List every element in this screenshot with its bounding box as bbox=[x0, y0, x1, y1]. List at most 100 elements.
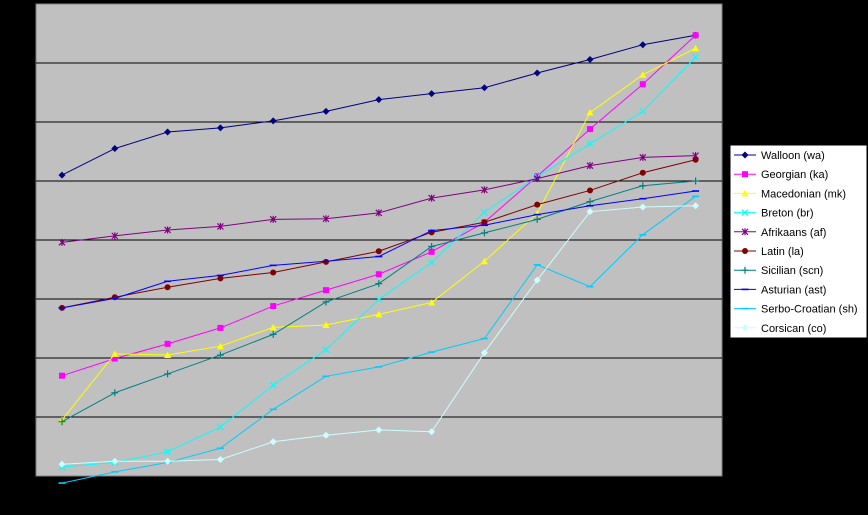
legend-label: Macedonian (mk) bbox=[761, 188, 846, 200]
data-point bbox=[164, 284, 171, 291]
data-point bbox=[269, 381, 277, 389]
data-point bbox=[216, 455, 224, 463]
data-point bbox=[692, 177, 700, 185]
data-point bbox=[111, 145, 119, 153]
data-point bbox=[428, 248, 435, 255]
data-point bbox=[322, 431, 330, 439]
legend-entry: Georgian (ka) bbox=[734, 169, 828, 181]
data-point bbox=[586, 140, 594, 148]
data-point bbox=[481, 219, 488, 226]
data-point bbox=[322, 298, 330, 306]
data-point bbox=[586, 162, 594, 170]
series-7 bbox=[58, 190, 700, 309]
legend-label: Corsican (co) bbox=[761, 323, 826, 335]
data-point bbox=[692, 53, 700, 61]
legend-entry: Afrikaans (af) bbox=[734, 227, 826, 239]
legend-label: Asturian (ast) bbox=[761, 284, 826, 296]
data-point bbox=[375, 296, 383, 304]
data-point bbox=[586, 55, 594, 63]
legend-entry: Macedonian (mk) bbox=[734, 188, 846, 200]
series-9 bbox=[58, 202, 700, 468]
data-point bbox=[322, 215, 330, 223]
legend-entry: Corsican (co) bbox=[734, 323, 826, 335]
data-point bbox=[111, 457, 119, 465]
data-point bbox=[58, 238, 66, 246]
data-point bbox=[269, 323, 277, 331]
data-point bbox=[639, 71, 647, 78]
data-point bbox=[375, 310, 383, 318]
legend-entry: Asturian (ast) bbox=[734, 284, 826, 296]
data-point bbox=[322, 107, 330, 115]
legend-swatch-marker bbox=[741, 189, 749, 197]
data-point bbox=[164, 351, 172, 359]
data-point bbox=[639, 107, 647, 115]
data-point bbox=[322, 346, 330, 354]
legend-label: Walloon (wa) bbox=[761, 150, 825, 162]
data-point bbox=[586, 109, 594, 116]
legend-label: Breton (br) bbox=[761, 208, 814, 220]
data-point bbox=[428, 299, 436, 306]
data-point bbox=[111, 355, 118, 362]
data-point bbox=[428, 242, 436, 250]
data-point bbox=[111, 389, 119, 397]
data-point bbox=[587, 187, 593, 194]
data-point bbox=[692, 156, 699, 163]
legend-entry: Walloon (wa) bbox=[734, 150, 825, 162]
data-point bbox=[586, 208, 594, 216]
data-point bbox=[111, 232, 119, 240]
legend-label: Sicilian (scn) bbox=[761, 265, 823, 277]
data-point bbox=[217, 275, 224, 282]
data-point bbox=[164, 226, 172, 234]
legend-entry: Sicilian (scn) bbox=[734, 265, 823, 277]
data-point bbox=[375, 96, 383, 104]
data-point bbox=[586, 198, 594, 206]
data-point bbox=[428, 90, 436, 98]
data-point bbox=[533, 175, 541, 183]
series-layer bbox=[58, 31, 700, 484]
data-point bbox=[639, 182, 647, 190]
gridlines bbox=[36, 62, 722, 418]
data-point bbox=[480, 186, 488, 194]
data-point bbox=[428, 194, 436, 202]
data-point bbox=[164, 340, 171, 347]
data-point bbox=[587, 126, 593, 133]
data-point bbox=[322, 321, 330, 328]
legend-swatch-marker bbox=[741, 228, 749, 236]
data-point bbox=[533, 69, 541, 77]
legend-entry: Breton (br) bbox=[734, 208, 814, 220]
legend-label: Georgian (ka) bbox=[761, 169, 828, 181]
data-point bbox=[58, 418, 66, 426]
data-point bbox=[639, 153, 647, 161]
data-point bbox=[216, 124, 224, 132]
legend-swatch-marker bbox=[741, 266, 749, 274]
data-point bbox=[533, 215, 541, 223]
legend: Walloon (wa) Georgian (ka) Macedonian (mk)… bbox=[729, 144, 868, 339]
series-0 bbox=[58, 31, 700, 179]
data-point bbox=[164, 128, 172, 136]
data-point bbox=[58, 460, 66, 468]
data-point bbox=[269, 330, 277, 338]
legend-entry: Serbo-Croatian (sh) bbox=[734, 304, 858, 316]
data-point bbox=[533, 276, 541, 284]
data-point bbox=[217, 324, 224, 331]
data-point bbox=[270, 269, 277, 276]
data-point bbox=[216, 423, 224, 431]
data-point bbox=[534, 201, 541, 208]
data-point bbox=[692, 32, 699, 39]
data-point bbox=[428, 258, 436, 266]
legend-box bbox=[729, 144, 868, 339]
data-point bbox=[480, 208, 488, 216]
data-point bbox=[692, 202, 700, 210]
legend-label: Serbo-Croatian (sh) bbox=[761, 304, 858, 316]
legend-label: Latin (la) bbox=[761, 246, 804, 258]
legend-swatch-marker bbox=[741, 324, 749, 332]
data-point bbox=[216, 342, 224, 350]
data-point bbox=[164, 448, 172, 456]
data-point bbox=[375, 271, 382, 278]
data-point bbox=[639, 169, 646, 176]
legend-label: Afrikaans (af) bbox=[761, 227, 826, 239]
data-point bbox=[216, 351, 224, 359]
data-point bbox=[59, 372, 65, 379]
